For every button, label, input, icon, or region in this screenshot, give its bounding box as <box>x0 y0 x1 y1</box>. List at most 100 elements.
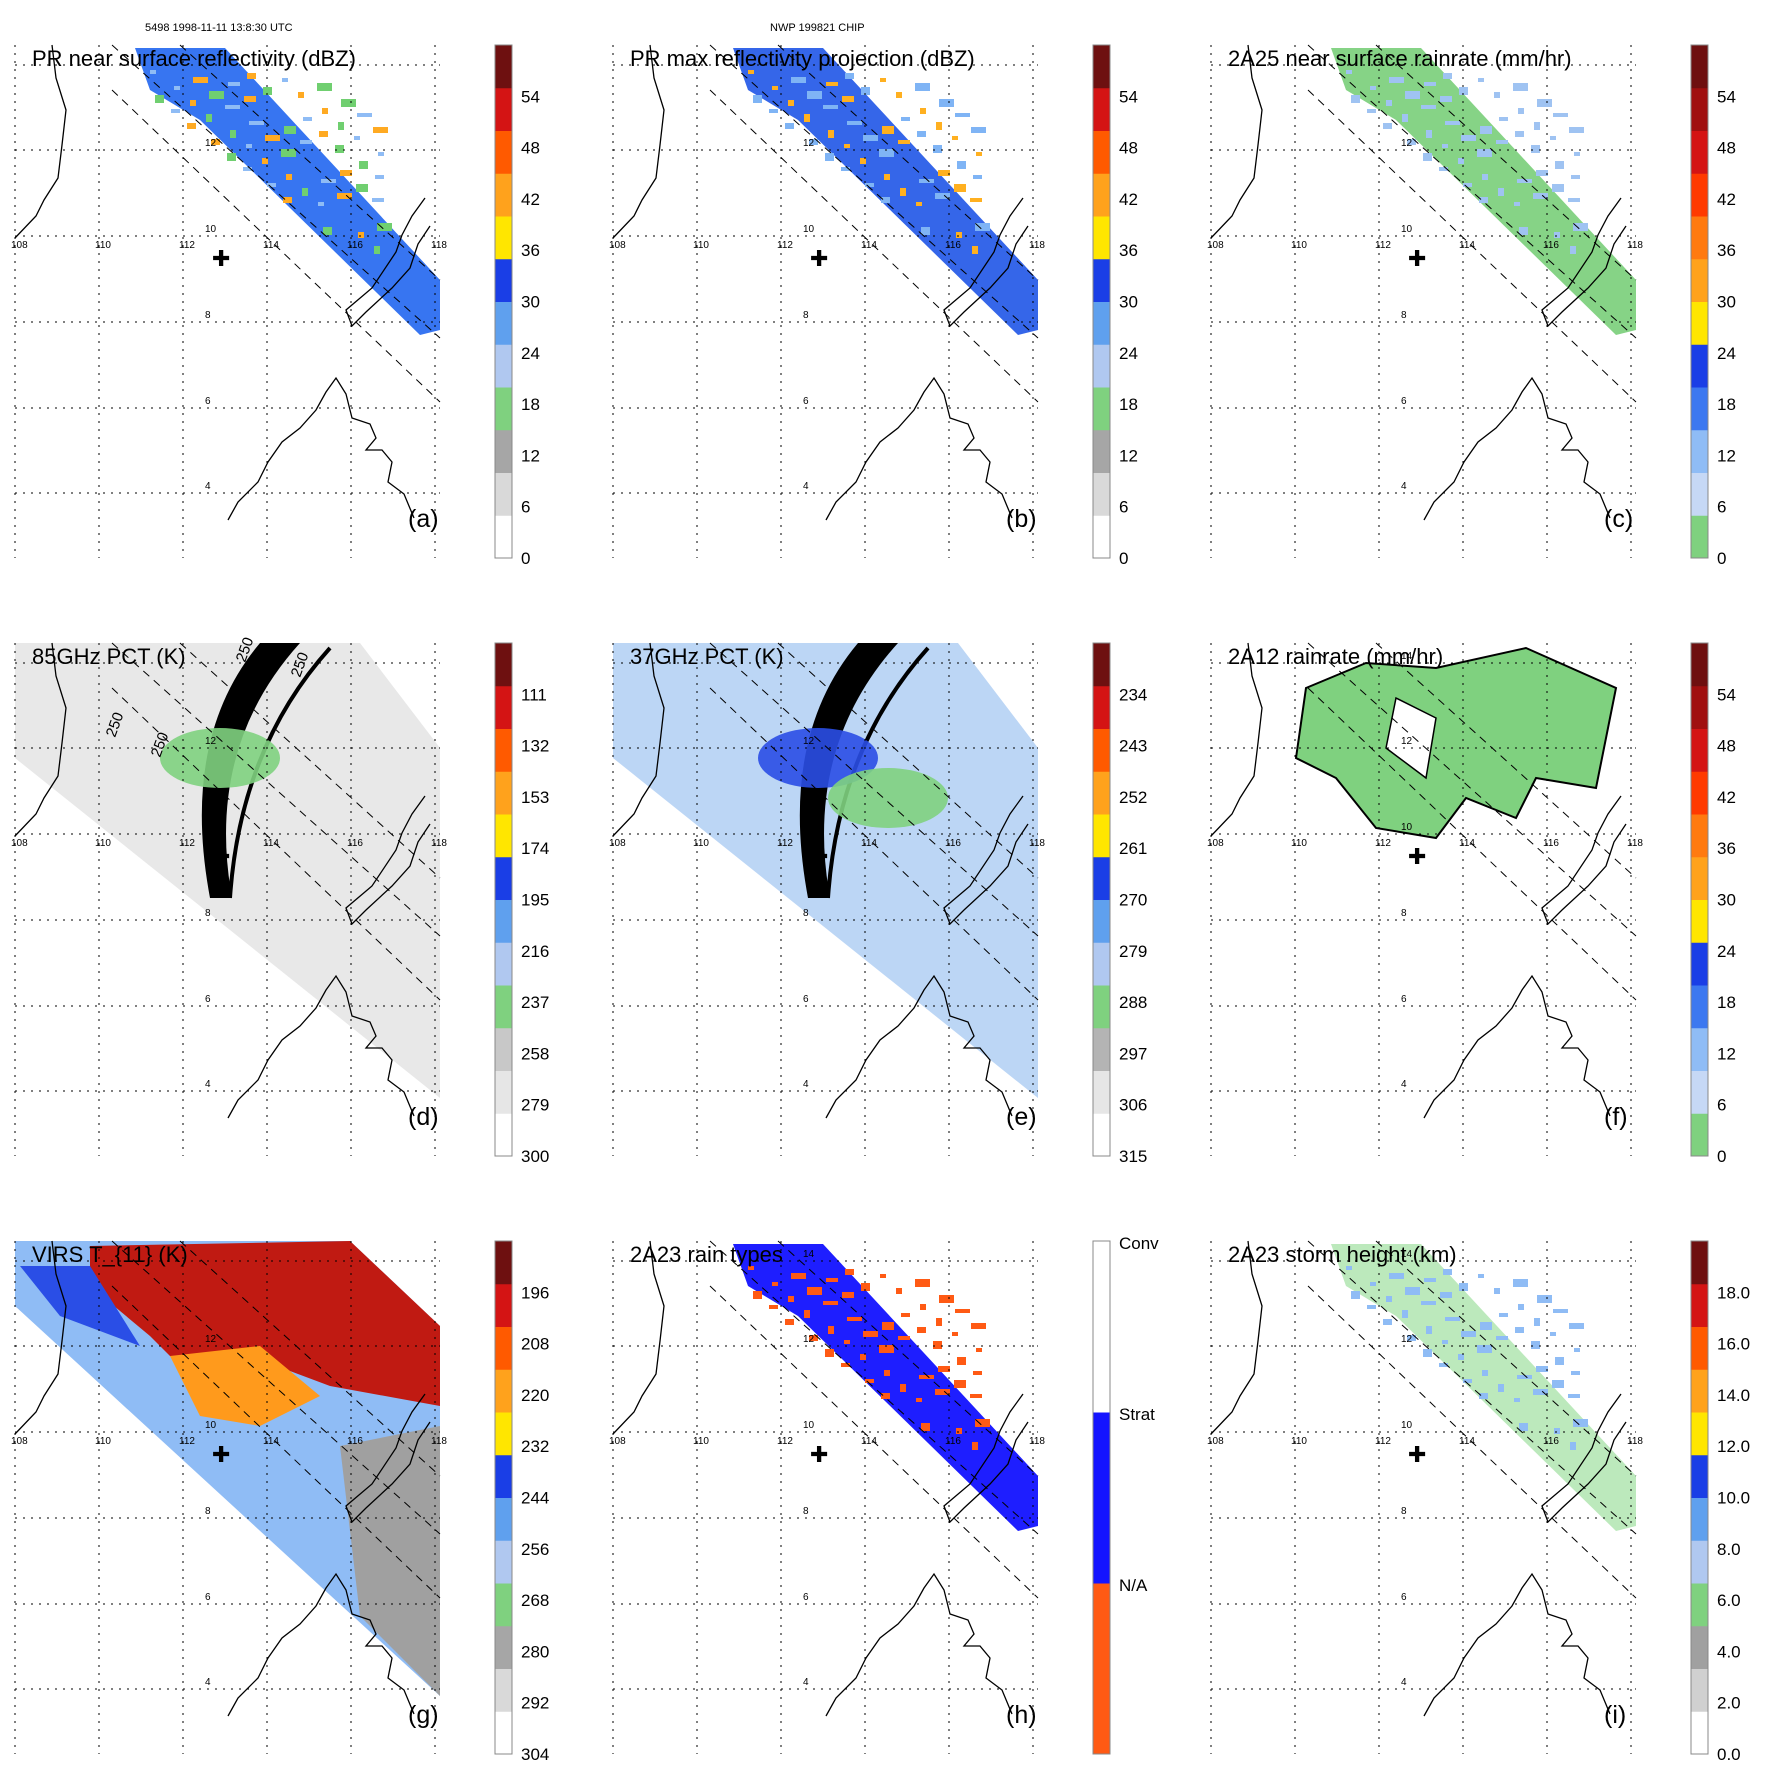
rain-cell <box>281 149 296 157</box>
colorbar-segment <box>1691 87 1708 131</box>
lat-tick-label: 6 <box>803 1592 809 1603</box>
coastline <box>14 44 67 239</box>
colorbar-segment <box>495 429 512 473</box>
colorbar-segment <box>1093 130 1110 174</box>
chart-title: 2A12 rainrate (mm/hr) <box>1228 644 1444 669</box>
colorbar-tick-label: 220 <box>521 1386 549 1405</box>
rain-cell <box>825 1349 834 1357</box>
rain-cell <box>860 158 866 164</box>
chart-panel-c: 2A25 near surface rainrate (mm/hr) (c) ✚ 10… <box>1196 30 1736 568</box>
colorbar-segment <box>1093 216 1110 260</box>
rain-cell <box>900 188 906 196</box>
lat-tick-label: 6 <box>205 1592 211 1603</box>
rain-cell <box>1477 149 1492 157</box>
colorbar-tick-label: 288 <box>1119 993 1147 1012</box>
colorbar-segment <box>495 45 512 89</box>
rain-cell <box>1555 161 1564 169</box>
lat-tick-label: 12 <box>205 1334 217 1345</box>
swath-edge <box>1375 1240 1637 1477</box>
rain-cell <box>354 136 360 140</box>
colorbar-tick-label: 42 <box>1119 190 1138 209</box>
rain-cell <box>357 113 372 117</box>
lat-tick-label: 6 <box>1401 994 1407 1005</box>
data-field <box>613 643 1038 1098</box>
rain-cell <box>896 92 902 98</box>
rain-cell <box>791 77 806 83</box>
panel-label: (h) <box>1006 1701 1037 1729</box>
lat-tick-label: 8 <box>1401 310 1407 321</box>
colorbar-frame <box>1092 642 1111 1157</box>
colorbar-segment <box>495 856 512 900</box>
lat-tick-label: 8 <box>803 908 809 919</box>
colorbar-segment <box>1691 258 1708 302</box>
colorbar-segment <box>1691 1668 1708 1712</box>
rain-cell <box>865 1379 874 1383</box>
rain-cell <box>1463 1379 1472 1383</box>
lon-tick-label: 118 <box>1029 240 1045 251</box>
swath-edge <box>777 1240 1039 1477</box>
colorbar-tick-label: 237 <box>521 993 549 1012</box>
rain-cell <box>321 179 336 183</box>
colorbar-tick-label: 258 <box>521 1044 549 1063</box>
rain-cell <box>372 198 384 202</box>
colorbar-tick-label: 256 <box>521 1540 549 1559</box>
rain-cell <box>1574 152 1580 156</box>
rain-cell <box>318 202 324 206</box>
colorbar-segment <box>1691 1283 1708 1327</box>
rain-cell <box>785 123 794 129</box>
colorbar-tick-label: 315 <box>1119 1147 1147 1166</box>
field-region <box>758 728 878 788</box>
rain-cell <box>1459 87 1468 95</box>
lat-tick-label: 10 <box>803 822 815 833</box>
lon-tick-label: 116 <box>347 838 363 849</box>
data-field <box>135 48 440 335</box>
colorbar-frame <box>494 44 513 559</box>
lon-tick-label: 108 <box>11 240 28 251</box>
data-field <box>733 48 1038 335</box>
lat-tick-label: 4 <box>803 1079 809 1090</box>
coastline <box>1423 376 1611 521</box>
colorbar-tick-label: 2.0 <box>1717 1694 1741 1713</box>
colorbar-frame <box>494 642 513 1157</box>
rain-cell <box>1479 197 1488 203</box>
lat-tick-label: 4 <box>205 1677 211 1688</box>
rain-cell <box>377 223 392 231</box>
rain-cell <box>921 227 930 235</box>
colorbar-segment <box>1691 1070 1708 1114</box>
coastline <box>14 642 67 837</box>
coastline <box>943 197 1029 328</box>
lon-tick-label: 108 <box>609 1436 626 1447</box>
swath-fill <box>733 48 1038 335</box>
rain-cell <box>358 232 364 238</box>
rain-cell <box>844 144 850 148</box>
rain-cell <box>753 95 762 103</box>
colorbar-tick-label: 12 <box>521 446 540 465</box>
lat-tick-label: 12 <box>803 138 815 149</box>
coastline <box>943 1393 1029 1524</box>
rain-cell <box>1496 1336 1508 1340</box>
lon-tick-label: 116 <box>1543 240 1559 251</box>
rain-cell <box>881 197 890 203</box>
rain-cell <box>938 170 950 176</box>
colorbar-tick-label: 14.0 <box>1717 1386 1750 1405</box>
colorbar-segment <box>1093 985 1110 1029</box>
colorbar-segment <box>1093 1113 1110 1157</box>
rain-cell <box>1554 232 1560 238</box>
lat-tick-label: 4 <box>803 481 809 492</box>
rain-cell <box>1518 108 1524 114</box>
rain-cell <box>865 183 874 187</box>
colorbar-tick-label: 18 <box>521 395 540 414</box>
rain-cell <box>374 246 380 254</box>
rain-cell <box>244 96 256 102</box>
rain-cell <box>915 1279 930 1287</box>
field-region <box>160 728 280 788</box>
colorbar-segment <box>495 87 512 131</box>
colorbar-segment <box>1691 1113 1708 1157</box>
colorbar-tick-label: 300 <box>521 1147 549 1166</box>
chart-panel-d: 85GHz PCT (K) (d) 250 250 250 250 250 ✚ 108 110 11… <box>0 628 549 1166</box>
colorbar-tick-label: 18 <box>1119 395 1138 414</box>
colorbar-tick-label: 0 <box>1119 549 1128 568</box>
chart-panel-a: PR near surface reflectivity (dBZ) (a) ✚ 10… <box>0 30 540 568</box>
chart-title: 2A25 near surface rainrate (mm/hr) <box>1228 46 1572 71</box>
colorbar-segment <box>1691 1454 1708 1498</box>
